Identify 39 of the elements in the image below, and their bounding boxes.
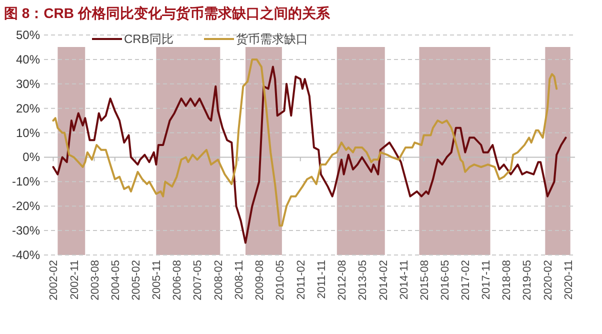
x-tick-label: 2020-11 bbox=[563, 260, 576, 300]
y-tick-label: 50% bbox=[16, 28, 40, 42]
y-tick-label: 0% bbox=[22, 150, 40, 164]
x-tick-label: 2019-05 bbox=[522, 260, 534, 300]
x-tick-label: 2016-05 bbox=[439, 260, 452, 300]
x-tick-label: 2010-05 bbox=[274, 260, 287, 300]
x-tick-label: 2012-08 bbox=[336, 260, 348, 300]
y-tick-label: 20% bbox=[16, 101, 40, 116]
legend-label: CRB同比 bbox=[124, 32, 174, 46]
x-tick-label: 2011-02 bbox=[295, 260, 308, 300]
x-tick-label: 2015-08 bbox=[418, 260, 431, 300]
x-tick-label: 2005-11 bbox=[151, 260, 164, 300]
x-tick-label: 2006-08 bbox=[172, 260, 184, 300]
chart-title: 图 8：CRB 价格同比变化与货币需求缺口之间的关系 bbox=[4, 5, 331, 21]
y-tick-label: -40% bbox=[12, 248, 40, 262]
legend-label: 货币需求缺口 bbox=[236, 32, 308, 46]
y-tick-label: -10% bbox=[12, 174, 40, 189]
x-tick-label: 2020-02 bbox=[542, 260, 554, 300]
x-tick-label: 2013-05 bbox=[357, 260, 370, 300]
x-tick-label: 2008-11 bbox=[234, 260, 246, 300]
y-tick-label: 30% bbox=[16, 76, 40, 91]
x-tick-label: 2007-05 bbox=[192, 260, 204, 300]
x-tick-label: 2014-11 bbox=[398, 260, 410, 300]
x-tick-label: 2011-11 bbox=[316, 260, 328, 299]
x-tick-label: 2008-02 bbox=[212, 260, 225, 300]
y-tick-label: -20% bbox=[12, 199, 40, 214]
y-tick-label: -30% bbox=[12, 224, 40, 238]
x-tick-label: 2017-02 bbox=[460, 260, 472, 300]
x-tick-label: 2005-02 bbox=[130, 260, 143, 300]
x-tick-label: 2002-02 bbox=[48, 260, 60, 300]
x-tick-label: 2014-02 bbox=[378, 260, 390, 300]
x-tick-label: 2003-08 bbox=[89, 260, 102, 300]
x-tick-label: 2009-08 bbox=[254, 260, 266, 300]
y-tick-label: 40% bbox=[16, 52, 40, 66]
x-tick-label: 2017-11 bbox=[480, 260, 493, 300]
y-tick-label: 10% bbox=[16, 126, 40, 140]
x-tick-label: 2004-05 bbox=[110, 260, 122, 300]
x-tick-label: 2002-11 bbox=[68, 260, 81, 300]
x-tick-label: 2018-08 bbox=[501, 260, 514, 300]
